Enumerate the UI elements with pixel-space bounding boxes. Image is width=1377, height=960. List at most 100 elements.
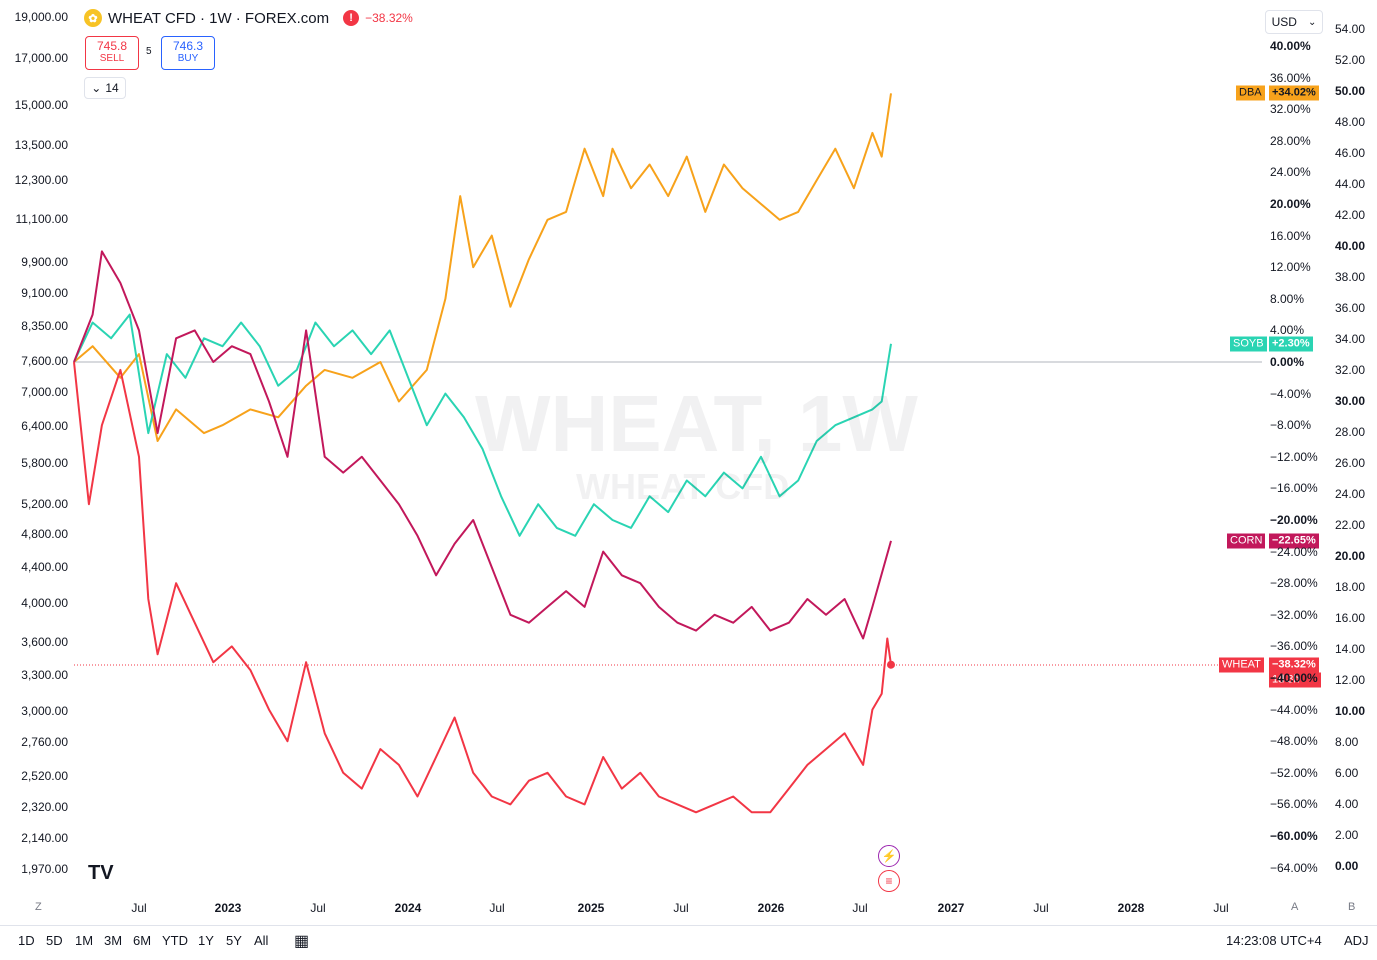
spread-value: 5 <box>146 46 152 57</box>
wheat-last-point <box>887 660 895 669</box>
pct-axis-tick: 36.00% <box>1270 70 1311 85</box>
value-axis-tick: 44.00 <box>1335 177 1366 191</box>
adj-toggle[interactable]: ADJ <box>1344 933 1369 948</box>
pct-axis-tick: 32.00% <box>1270 102 1311 117</box>
left-axis-tick: 2,760.00 <box>21 735 68 749</box>
pct-axis-tick: 0.00% <box>1270 355 1305 369</box>
value-axis-tick: 24.00 <box>1335 487 1366 501</box>
series-line-corn[interactable] <box>73 250 892 640</box>
pct-axis-tick: −32.00% <box>1270 607 1318 622</box>
value-axis-tick: 54.00 <box>1335 22 1366 36</box>
value-axis-tick: 10.00 <box>1335 704 1366 718</box>
time-axis-tick: 2026 <box>757 901 785 915</box>
sell-price: 745.8 <box>96 39 128 53</box>
pct-axis-tick: −16.00% <box>1270 481 1318 496</box>
timeframe-ytd[interactable]: YTD <box>162 933 188 948</box>
value-axis-tick: 42.00 <box>1335 208 1366 222</box>
left-axis-tick: 3,000.00 <box>21 704 68 718</box>
left-axis-tick: 9,900.00 <box>21 255 68 269</box>
value-axis-tick: 8.00 <box>1335 735 1359 749</box>
indicator-count: 14 <box>105 81 119 95</box>
timeframe-6m[interactable]: 6M <box>133 933 152 948</box>
time-axis-tick: Jul <box>852 901 868 915</box>
watermark-sub: WHEAT CFD <box>576 466 790 507</box>
pct-axis-tick: 4.00% <box>1270 323 1305 338</box>
clock[interactable]: 14:23:08 UTC+4 <box>1226 933 1322 948</box>
left-axis-tick: 4,000.00 <box>21 596 68 610</box>
left-axis-tick: 15,000.00 <box>14 98 68 112</box>
value-axis-tick: 36.00 <box>1335 301 1366 315</box>
value-axis-tick: 38.00 <box>1335 270 1366 284</box>
pct-axis-tick: −36.00% <box>1270 639 1318 654</box>
timeframe-1y[interactable]: 1Y <box>198 933 214 948</box>
pct-axis-tick: −56.00% <box>1270 797 1318 812</box>
date-range-icon[interactable]: ▦ <box>294 933 310 950</box>
left-axis-tick: 7,600.00 <box>21 354 68 368</box>
series-line-soyb[interactable] <box>73 313 892 537</box>
left-price-axis: 19,000.00 17,000.00 15,000.00 13,500.00 12,3… <box>0 0 74 895</box>
time-axis-tick: 2027 <box>937 901 965 915</box>
series-tag-corn: CORN <box>1227 533 1266 549</box>
buy-price: 746.3 <box>172 39 204 53</box>
value-axis-tick: 2.00 <box>1335 828 1359 842</box>
lightning-event-icon[interactable]: ⚡ <box>878 845 900 867</box>
value-axis-tick: 16.00 <box>1335 611 1366 625</box>
left-axis-tick: 13,500.00 <box>14 138 68 152</box>
series-line-dba[interactable] <box>73 93 892 442</box>
pct-axis-tick: −4.00% <box>1270 386 1312 401</box>
symbol-title: WHEAT CFD · 1W · FOREX.com <box>108 9 330 27</box>
pct-axis-tick: 28.00% <box>1270 133 1311 148</box>
pct-axis-tick: 24.00% <box>1270 165 1311 180</box>
pct-axis-tick: 16.00% <box>1270 228 1311 243</box>
series-value-corn: −22.65% <box>1269 533 1319 549</box>
pct-axis-tick: −20.00% <box>1270 513 1318 527</box>
left-axis-tick: 17,000.00 <box>14 51 68 65</box>
pct-axis-tick: −44.00% <box>1270 702 1318 717</box>
left-axis-tick: 3,600.00 <box>21 635 68 649</box>
timeframe-5d[interactable]: 5D <box>46 933 63 948</box>
warning-icon[interactable]: ! <box>343 10 360 26</box>
sell-button[interactable]: 745.8 SELL <box>85 36 139 70</box>
timeframe-3m[interactable]: 3M <box>104 933 123 948</box>
currency-select[interactable]: USD ⌄ <box>1265 10 1323 34</box>
pct-axis-tick: −8.00% <box>1270 418 1312 433</box>
zoom-toggle[interactable]: Z <box>35 901 42 913</box>
time-axis-tick: Jul <box>310 901 326 915</box>
us-flag-event-icon[interactable]: ≡ <box>878 870 900 892</box>
value-axis-tick: 12.00 <box>1335 673 1366 687</box>
scale-toggle[interactable]: B <box>1348 901 1356 913</box>
currency-value: USD <box>1271 15 1297 29</box>
timeframe-all[interactable]: All <box>254 933 269 948</box>
value-axis-tick: 20.00 <box>1335 549 1366 563</box>
series-tag-dba: DBA <box>1236 85 1265 101</box>
timeframe-1d[interactable]: 1D <box>18 933 35 948</box>
left-axis-tick: 3,300.00 <box>21 668 68 682</box>
series-tag-wheat: WHEAT <box>1219 657 1264 673</box>
pct-axis-tick: −12.00% <box>1270 449 1318 464</box>
left-axis-tick: 5,800.00 <box>21 456 68 470</box>
value-axis-tick: 22.00 <box>1335 518 1366 532</box>
timeframe-5y[interactable]: 5Y <box>226 933 242 948</box>
left-axis-tick: 4,400.00 <box>21 560 68 574</box>
auto-scale-toggle[interactable]: A <box>1291 901 1299 913</box>
series-line-wheat[interactable] <box>73 361 892 814</box>
pct-axis-tick: 8.00% <box>1270 291 1305 306</box>
pct-axis-tick: −48.00% <box>1270 734 1318 749</box>
value-axis-tick: 32.00 <box>1335 363 1366 377</box>
series-value-dba: +34.02% <box>1269 85 1319 101</box>
symbol-header[interactable]: ✿ WHEAT CFD · 1W · FOREX.com ! −38.32% <box>84 9 413 27</box>
time-axis-tick: 2024 <box>394 901 422 915</box>
series-value-wheat: −38.32% <box>1269 657 1319 673</box>
pct-axis-tick: 20.00% <box>1270 197 1311 211</box>
time-axis-tick: Jul <box>1033 901 1049 915</box>
left-axis-tick: 2,520.00 <box>21 769 68 783</box>
tradingview-logo-icon[interactable]: TV <box>88 862 114 884</box>
value-axis-tick: 26.00 <box>1335 456 1366 470</box>
collapse-indicators-button[interactable]: ⌄ 14 <box>84 77 126 99</box>
value-axis-tick: 30.00 <box>1335 394 1366 408</box>
timeframe-1m[interactable]: 1M <box>75 933 94 948</box>
left-axis-tick: 2,140.00 <box>21 831 68 845</box>
buy-button[interactable]: 746.3 BUY <box>161 36 215 70</box>
time-axis-tick: Jul <box>1213 901 1229 915</box>
